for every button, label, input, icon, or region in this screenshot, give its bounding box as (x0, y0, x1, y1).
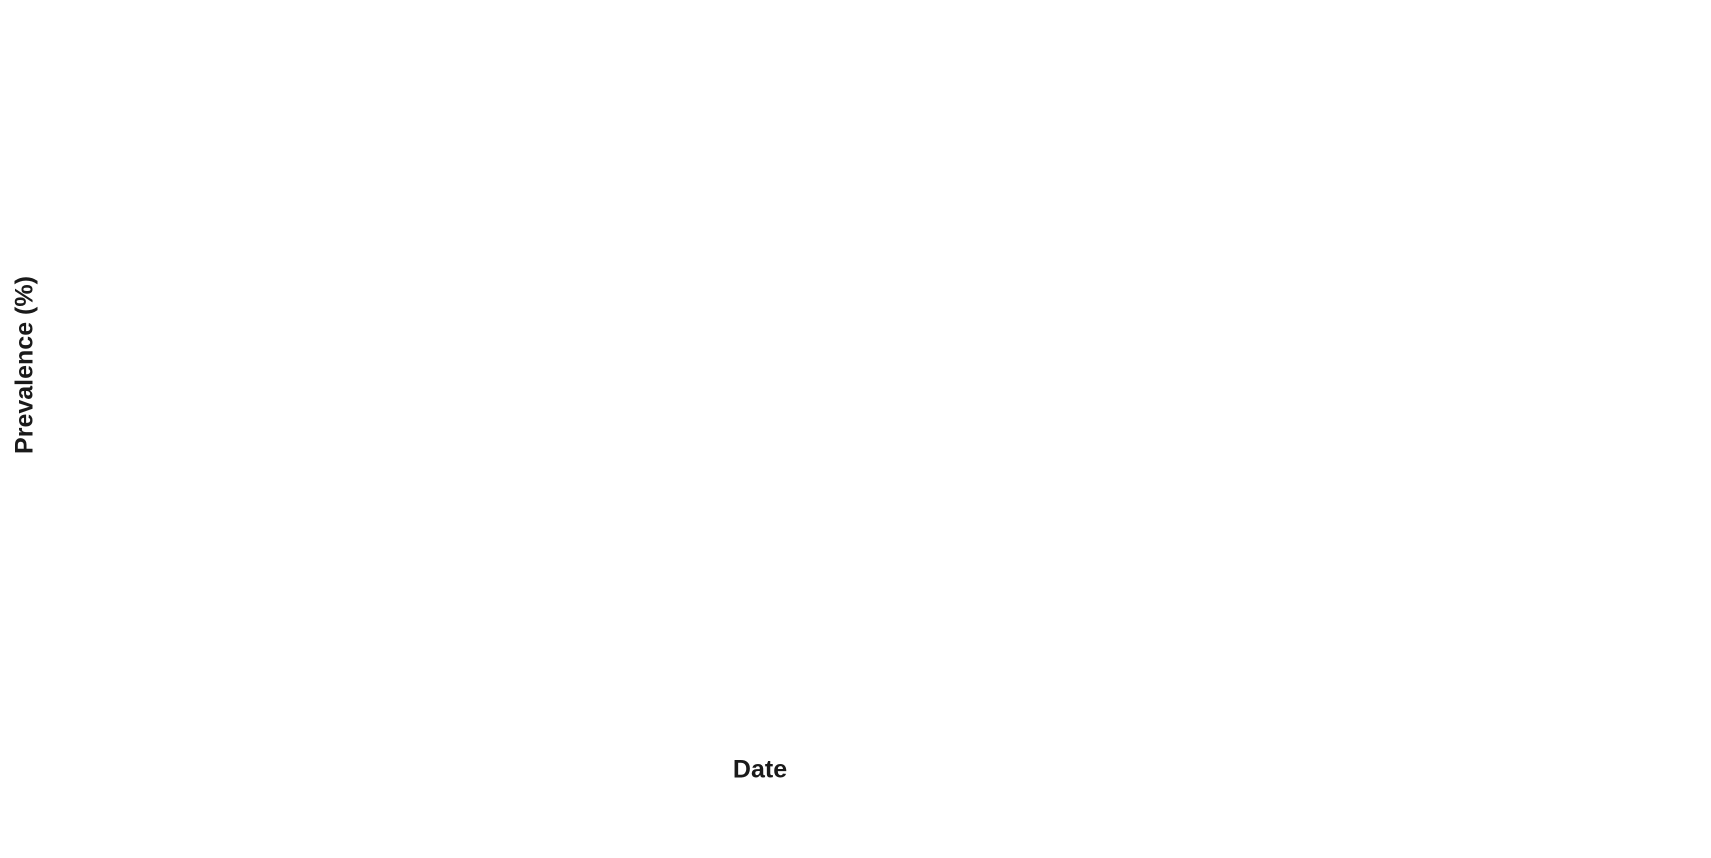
panel (86, 13, 1415, 718)
y-axis-title: Prevalence (%) (11, 276, 39, 454)
x-axis-title: Date (733, 756, 787, 784)
